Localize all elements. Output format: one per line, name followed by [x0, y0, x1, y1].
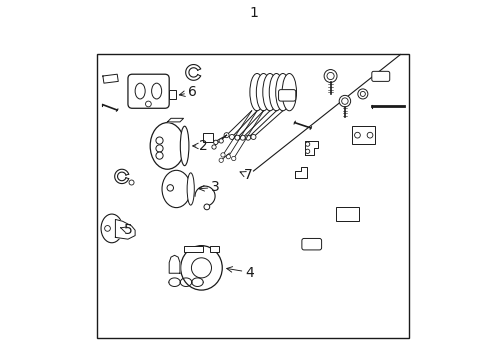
Ellipse shape — [211, 145, 216, 149]
Ellipse shape — [305, 142, 309, 146]
Text: 3: 3 — [211, 180, 220, 194]
Ellipse shape — [262, 73, 277, 111]
Ellipse shape — [360, 91, 365, 96]
Ellipse shape — [180, 246, 222, 290]
Ellipse shape — [357, 89, 367, 99]
Ellipse shape — [156, 152, 163, 159]
Ellipse shape — [339, 95, 350, 107]
Bar — [210, 246, 219, 252]
Text: 5: 5 — [123, 223, 132, 237]
Ellipse shape — [224, 133, 228, 138]
Ellipse shape — [219, 158, 223, 162]
Ellipse shape — [145, 101, 151, 107]
Polygon shape — [169, 255, 180, 273]
Ellipse shape — [282, 73, 296, 111]
Ellipse shape — [156, 145, 163, 152]
Polygon shape — [115, 220, 135, 239]
Ellipse shape — [167, 185, 173, 191]
Bar — [183, 246, 203, 252]
Text: 6: 6 — [188, 85, 197, 99]
Ellipse shape — [221, 153, 224, 157]
Ellipse shape — [101, 214, 122, 243]
Polygon shape — [102, 74, 118, 83]
Ellipse shape — [249, 73, 264, 111]
Ellipse shape — [213, 140, 218, 144]
Ellipse shape — [104, 226, 110, 231]
Ellipse shape — [366, 132, 372, 138]
Ellipse shape — [234, 135, 239, 140]
Bar — [335, 207, 359, 221]
Ellipse shape — [326, 72, 333, 80]
Polygon shape — [294, 167, 306, 178]
Ellipse shape — [245, 135, 250, 140]
Ellipse shape — [156, 137, 163, 144]
Text: 7: 7 — [243, 168, 252, 182]
Ellipse shape — [187, 173, 194, 205]
Ellipse shape — [229, 134, 234, 139]
Ellipse shape — [135, 83, 145, 99]
Ellipse shape — [231, 156, 235, 161]
Ellipse shape — [219, 139, 223, 143]
Ellipse shape — [129, 180, 134, 185]
Ellipse shape — [226, 154, 230, 159]
Ellipse shape — [151, 83, 162, 99]
Bar — [97, 54, 408, 338]
FancyBboxPatch shape — [371, 71, 389, 81]
Ellipse shape — [203, 204, 209, 210]
Ellipse shape — [341, 98, 347, 104]
Ellipse shape — [256, 73, 270, 111]
Ellipse shape — [250, 134, 255, 139]
Bar — [202, 134, 213, 142]
Ellipse shape — [150, 123, 184, 169]
Ellipse shape — [324, 69, 336, 82]
FancyBboxPatch shape — [301, 238, 321, 250]
Text: 1: 1 — [248, 6, 257, 21]
Polygon shape — [304, 140, 317, 155]
FancyBboxPatch shape — [128, 74, 169, 108]
Ellipse shape — [191, 258, 211, 278]
Text: 4: 4 — [245, 266, 254, 280]
Ellipse shape — [269, 73, 283, 111]
Ellipse shape — [275, 73, 289, 111]
Ellipse shape — [354, 132, 360, 138]
Bar — [351, 126, 375, 144]
Ellipse shape — [180, 126, 188, 166]
Bar — [169, 90, 175, 99]
Ellipse shape — [162, 170, 190, 208]
Ellipse shape — [240, 135, 244, 140]
FancyBboxPatch shape — [278, 90, 295, 101]
Ellipse shape — [305, 149, 309, 153]
Polygon shape — [167, 118, 183, 122]
Text: 2: 2 — [199, 139, 207, 153]
